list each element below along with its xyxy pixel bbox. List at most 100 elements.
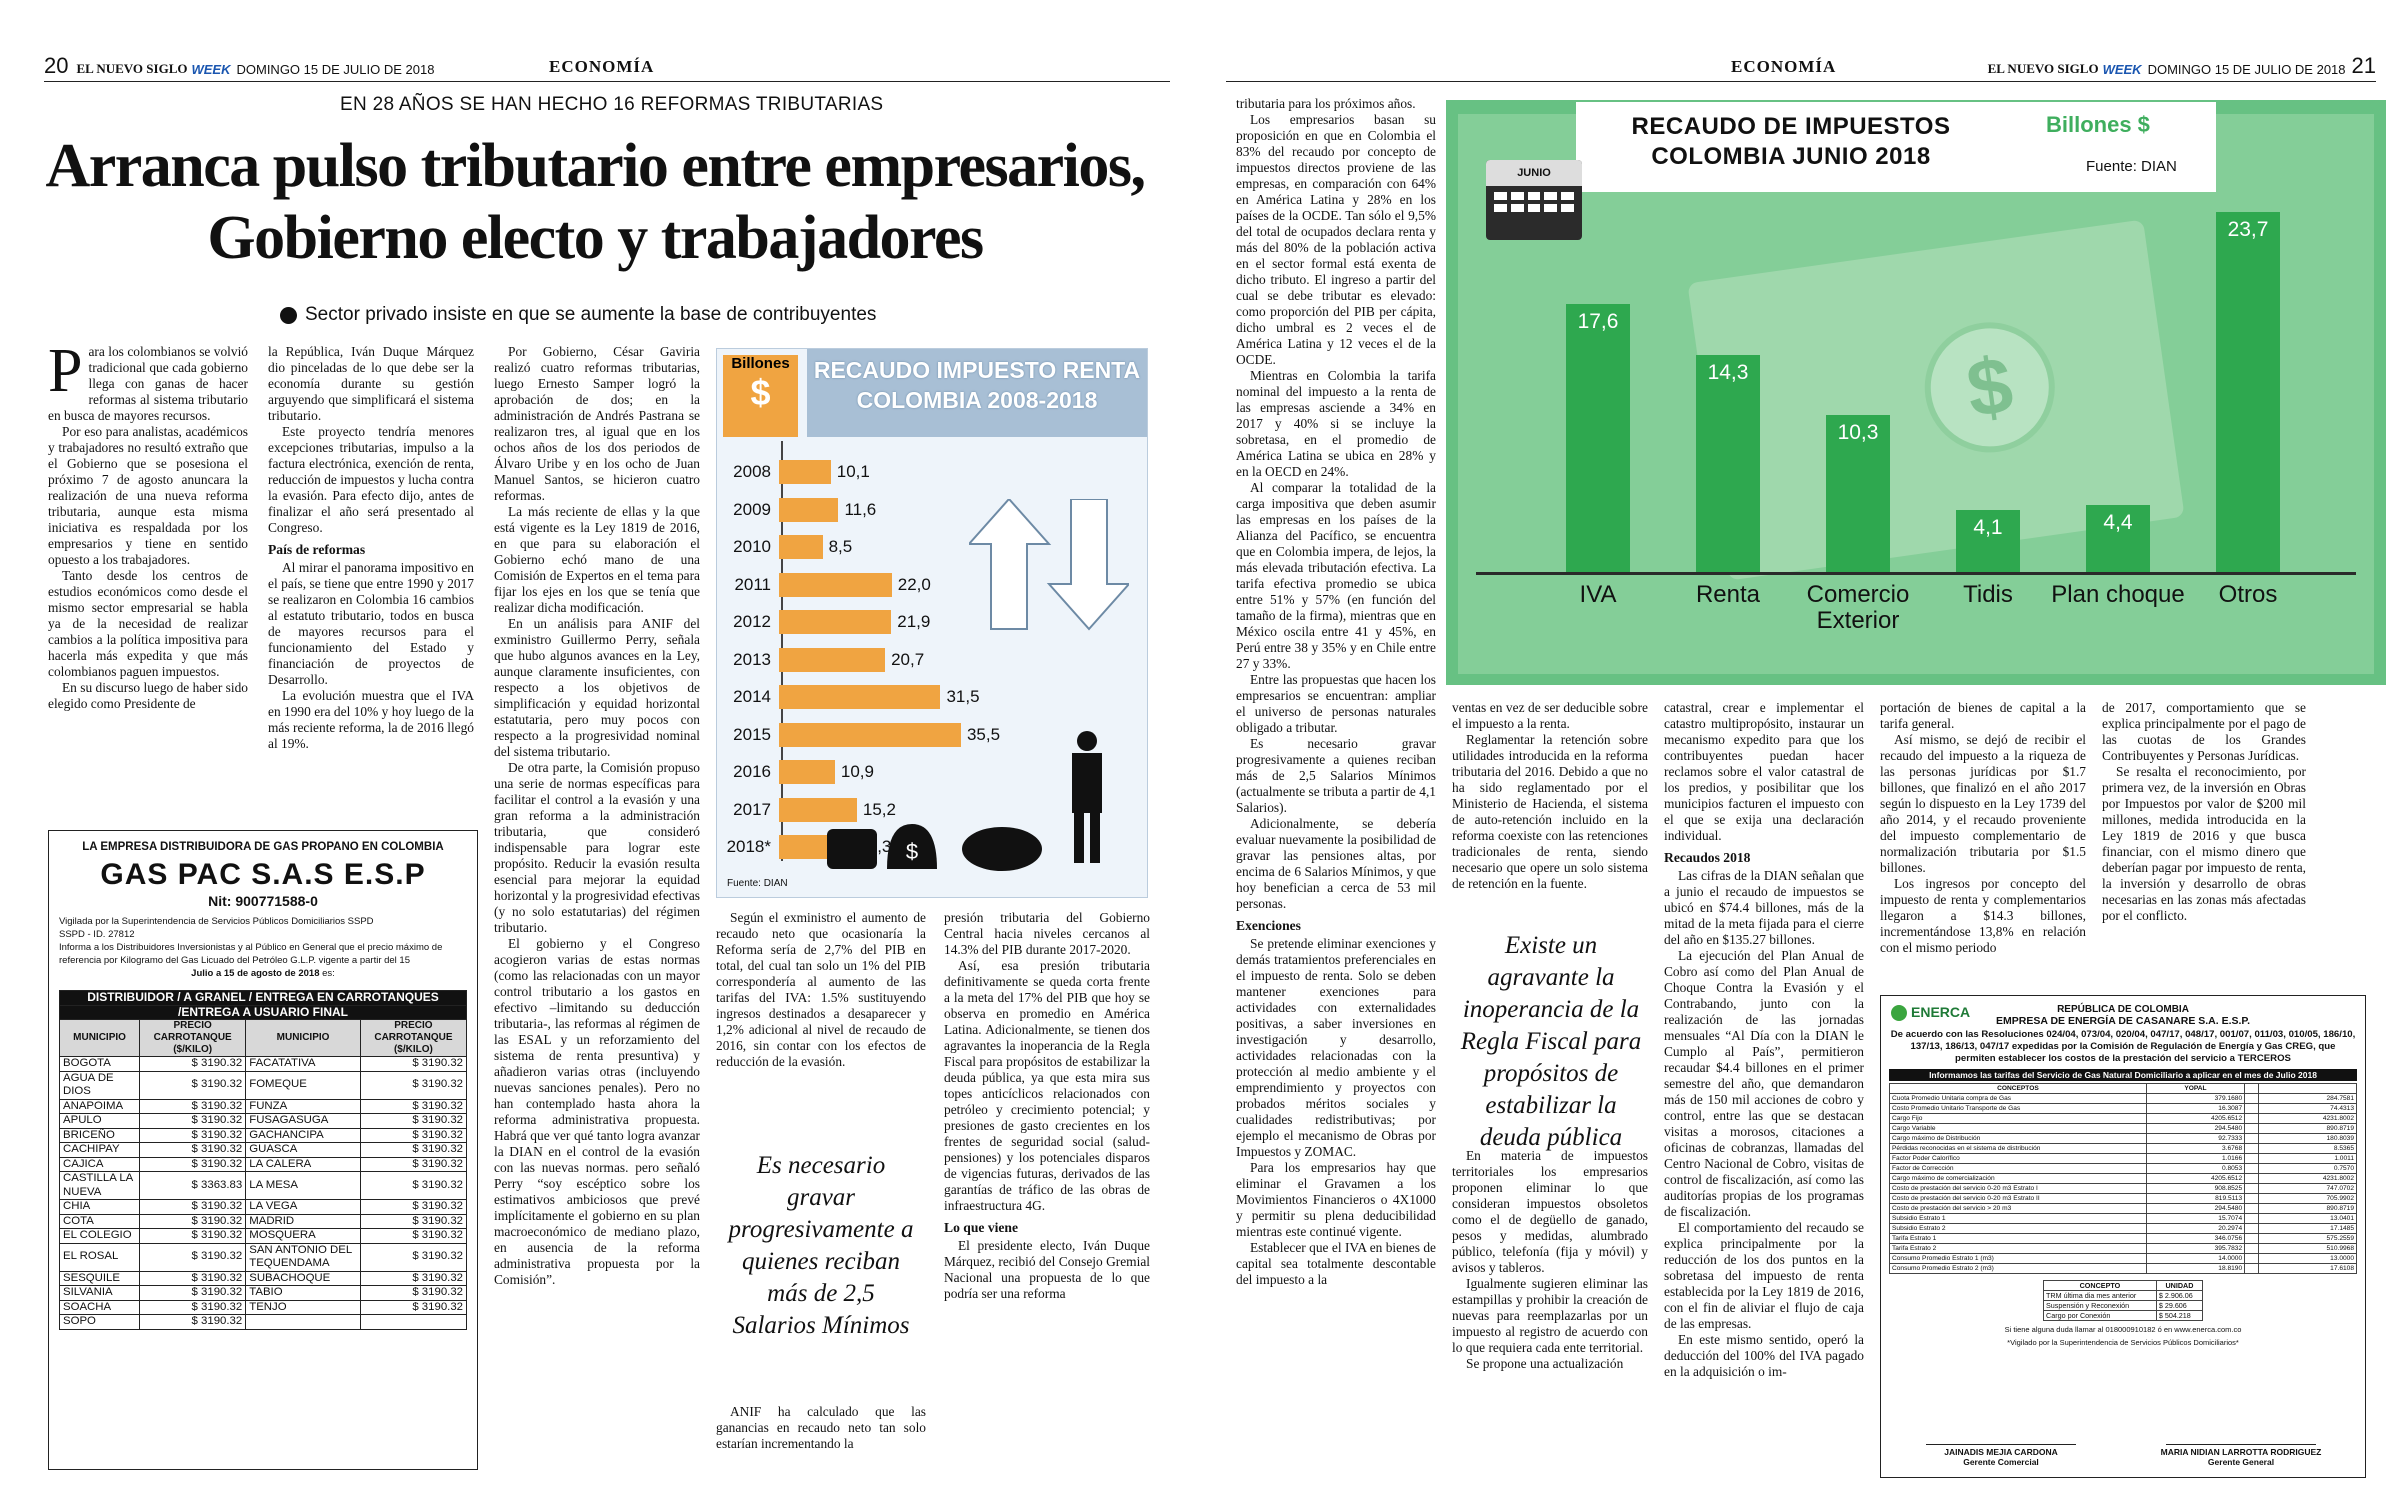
table-cell: Cargo por Conexión	[2043, 1310, 2157, 1321]
table-row: SOPO $ 3190.32	[58, 1314, 468, 1330]
paragraph: Los empresarios basan su proposición en …	[1236, 112, 1436, 367]
category-label: 2012	[733, 612, 771, 631]
signatory-name: JAINADIS MEJIA CARDONA	[1944, 1447, 2058, 1457]
right-article-column-1: tributaria para los próximos años. Los e…	[1236, 96, 1436, 1288]
table-cell: LA CALERA	[245, 1156, 361, 1172]
table-cell: LA MESA	[245, 1171, 361, 1200]
subheading: Lo que viene	[944, 1220, 1019, 1235]
table-cell: UNIDAD	[2155, 1280, 2204, 1291]
table-cell: GACHANCIPA	[245, 1127, 361, 1143]
table-row: TRM última dia mes anterior $ 2.906.06	[2043, 1290, 2204, 1301]
table-row: Subsidio Estrato 1 15.7074 13.0401	[1889, 1213, 2358, 1224]
table-cell: SILVANIA	[58, 1285, 141, 1301]
signature-1: JAINADIS MEJIA CARDONA Gerente Comercial	[1901, 1444, 2101, 1467]
table-row: CHIA $ 3190.32 LA VEGA $ 3190.32	[58, 1199, 468, 1215]
paragraph: El gobierno y el Congreso acogieron vari…	[494, 936, 700, 1287]
money-icons: $	[827, 824, 1042, 871]
ad-company: EMPRESA DE ENERGÍA DE CASANARE S.A. E.S.…	[1996, 1015, 2250, 1027]
deck-text: Sector privado insiste en que se aumente…	[305, 304, 877, 325]
right-article-column-2: ventas en vez de ser deducible sobre el …	[1452, 700, 1648, 892]
signatory-role: Gerente General	[2207, 1457, 2275, 1467]
table-row: Tarifa Estrato 1 346.0756 575.2559	[1889, 1233, 2358, 1244]
category-label: 2011	[734, 574, 771, 594]
bullet-icon	[280, 306, 297, 324]
paragraph: Al mirar el panorama impositivo en el pa…	[268, 560, 474, 687]
publication-name: EL NUEVO SIGLO	[76, 61, 188, 76]
table-cell: EL COLEGIO	[58, 1228, 141, 1244]
table-cell: COTA	[58, 1213, 141, 1229]
column-header	[2257, 1083, 2358, 1094]
table-cell: $ 3190.32	[359, 1142, 468, 1158]
table-row: Subsidio Estrato 2 20.2974 17.1485	[1889, 1223, 2358, 1234]
dollar-icon: $	[1916, 313, 2064, 461]
page-gutter	[1170, 0, 1226, 1488]
table-cell: $ 3190.32	[139, 1056, 247, 1072]
table-cell: MADRID	[245, 1213, 361, 1229]
table-row: CONCEPTO UNIDAD	[2043, 1280, 2204, 1291]
category-label: IVA	[1579, 581, 1617, 608]
table-cell: $ 3190.32	[359, 1228, 468, 1244]
table-row: SOACHA $ 3190.32 TENJO $ 3190.32	[58, 1299, 468, 1315]
paragraph: Entre las propuestas que hacen los empre…	[1236, 672, 1436, 735]
table-cell: 395.7832	[2145, 1243, 2246, 1254]
calendar-label: JUNIO	[1486, 160, 1582, 186]
table-header-2: /ENTREGA A USUARIO FINAL	[59, 1004, 467, 1020]
category-label: Otros	[2218, 581, 2278, 608]
charges-table: CONCEPTO UNIDAD TRM última dia mes anterio…	[2043, 1280, 2204, 1321]
bar	[779, 647, 886, 672]
table-cell: $ 3190.32	[359, 1098, 468, 1114]
chart-title-line-2: COLOMBIA 2008-2018	[856, 387, 1098, 413]
bar	[779, 797, 857, 822]
ad-resolutions: De acuerdo con las Resoluciones 024/04, …	[1890, 1029, 2356, 1064]
table-cell: $ 2.906.06	[2155, 1290, 2204, 1301]
bar-row: 2017 15,2	[717, 791, 896, 829]
category-label: Tidis	[1963, 581, 2013, 608]
paragraph: Por Gobierno, César Gaviria realizó cuat…	[494, 344, 700, 503]
renta-chart: Billones $ RECAUDO IMPUESTO RENTA COLOMB…	[716, 348, 1148, 898]
right-article-column-4: portación de bienes de capital a la tari…	[1880, 700, 2086, 956]
right-article-column-2-continued: En materia de impuestos territoriales lo…	[1452, 1148, 1648, 1372]
ad-contact-note: Si tiene alguna duda llamar al 018000910…	[2004, 1325, 2242, 1334]
table-cell	[2244, 1133, 2259, 1144]
table-cell: FOMEQUE	[245, 1070, 361, 1100]
bar-row: 2009 11,6	[717, 491, 876, 529]
paragraph: ANIF ha calculado que las ganancias en r…	[716, 1404, 926, 1451]
table-cell: GUASCA	[245, 1142, 361, 1158]
category-label: 2014	[733, 687, 771, 706]
table-cell: BOGOTA	[58, 1056, 141, 1072]
table-cell	[2244, 1163, 2259, 1174]
table-row: Cargo Fijo 4205.6512 4231.8002	[1889, 1113, 2358, 1124]
table-row: Cargo Variable 294.5480 890.8719	[1889, 1123, 2358, 1134]
table-row: EL COLEGIO $ 3190.32 MOSQUERA $ 3190.32	[58, 1228, 468, 1244]
data-label: 21,9	[897, 612, 931, 631]
data-label: 35,5	[966, 724, 1001, 744]
category-label: 2016	[733, 762, 771, 781]
table-cell: SOPO	[58, 1314, 141, 1330]
table-cell	[2244, 1233, 2259, 1244]
table-cell: EL ROSAL	[58, 1242, 141, 1272]
paragraph: Las cifras de la DIAN señalan que a juni…	[1664, 868, 1864, 947]
bar	[779, 685, 941, 709]
page-number: 20	[44, 53, 69, 78]
table-row: Cargo máximo de comercialización 4205.651…	[1889, 1173, 2358, 1184]
table-row: Cargo máximo de Distribución 92.7333 180.8…	[1889, 1133, 2358, 1144]
ad-validity-suffix: es:	[322, 968, 335, 979]
bar	[779, 497, 839, 522]
table-cell: $ 504.218	[2155, 1310, 2204, 1321]
signatory-role: Gerente Comercial	[1963, 1457, 2039, 1467]
article-column-3: Por Gobierno, César Gaviria realizó cuat…	[494, 344, 700, 1288]
paragraph: Por eso para analistas, académicos y tra…	[48, 424, 248, 567]
data-label: 4,1	[1973, 515, 2003, 539]
paragraph: En un análisis para ANIF del exministro …	[494, 616, 700, 759]
table-cell	[2244, 1183, 2259, 1194]
up-down-arrows-icon	[969, 499, 1129, 631]
table-cell: 8.5365	[2257, 1143, 2358, 1154]
table-row: Costo de prestación del servicio 0-20 m3…	[1889, 1183, 2358, 1194]
table-cell: FUSAGASUGA	[245, 1113, 361, 1129]
data-label: 4,4	[2103, 511, 2133, 535]
paragraph: Se resalta el reconocimiento, por primer…	[2102, 764, 2306, 923]
page-folio: ECONOMÍA EL NUEVO SIGLO WEEK DOMINGO 15 …	[1226, 52, 2376, 82]
signatory-name: MARIA NIDIAN LARROTTA RODRIGUEZ	[2160, 1447, 2322, 1457]
calendar-icon: JUNIO	[1486, 160, 1582, 240]
table-cell: 1.0011	[2257, 1153, 2358, 1164]
